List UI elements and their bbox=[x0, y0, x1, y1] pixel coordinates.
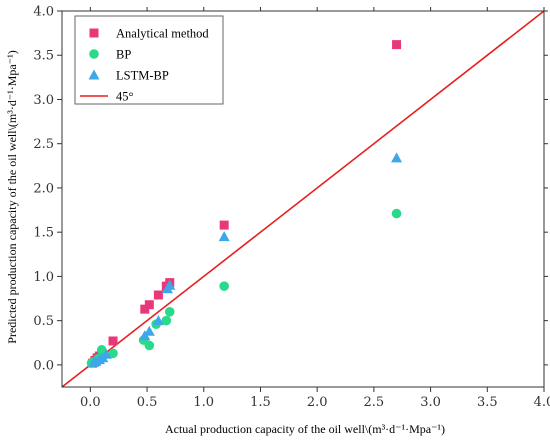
legend-label-analytical-method: Analytical method bbox=[116, 27, 209, 41]
y-axis-title: Predicted production capacity of the oil… bbox=[5, 50, 19, 343]
x-tick-label: 0.5 bbox=[137, 395, 158, 410]
legend-label-lstm-bp: LSTM-BP bbox=[116, 69, 169, 83]
y-tick-label: 4.0 bbox=[33, 5, 54, 20]
legend-box bbox=[74, 15, 224, 105]
point-bp-11 bbox=[391, 208, 402, 219]
x-tick-label: 3.5 bbox=[477, 395, 498, 410]
series-line-45-degree bbox=[61, 10, 545, 388]
legend-label-45-degree: 45° bbox=[116, 90, 134, 104]
y-tick-label: 3.0 bbox=[33, 93, 54, 108]
x-tick-label: 0.0 bbox=[80, 395, 101, 410]
legend: Analytical method BP LSTM-BP 45° bbox=[74, 15, 224, 105]
legend-label-bp: BP bbox=[116, 48, 131, 62]
x-tick-label: 2.0 bbox=[307, 395, 328, 410]
point-lstm-bp-6 bbox=[143, 325, 155, 336]
y-tick-label: 2.0 bbox=[33, 181, 54, 196]
x-tick-label: 3.0 bbox=[420, 395, 441, 410]
point-bp-8 bbox=[161, 315, 172, 326]
point-bp-3 bbox=[96, 345, 107, 355]
y-tick-label: 0.5 bbox=[33, 314, 54, 329]
y-tick-label: 3.5 bbox=[33, 49, 54, 64]
point-analytical-method-6 bbox=[140, 304, 150, 314]
point-analytical-method-11 bbox=[219, 220, 229, 230]
point-lstm-bp-10 bbox=[218, 231, 230, 242]
x-tick-label: 1.5 bbox=[250, 395, 271, 410]
y-tick-label: 1.0 bbox=[33, 270, 54, 285]
legend-swatch-lstm-bp bbox=[88, 69, 100, 80]
point-analytical-method-12 bbox=[392, 40, 402, 50]
point-lstm-bp-9 bbox=[164, 279, 176, 290]
point-bp-4 bbox=[108, 348, 118, 359]
axes: 0.0 0.5 1.0 1.5 2.0 2.5 3.0 3.5 4.0 0.0 0.5 1.0 1.5 2… bbox=[33, 5, 550, 411]
y-tick-label: 0.0 bbox=[33, 358, 54, 373]
point-analytical-method-8 bbox=[153, 290, 163, 300]
x-tick-label: 4.0 bbox=[534, 395, 550, 410]
legend-swatch-bp bbox=[89, 49, 99, 59]
point-lstm-bp-4 bbox=[100, 348, 112, 359]
point-lstm-bp-11 bbox=[391, 152, 403, 163]
y-tick-label: 2.5 bbox=[33, 137, 54, 152]
legend-swatch-analytical-method bbox=[89, 28, 99, 38]
point-bp-10 bbox=[219, 281, 229, 291]
point-analytical-method-5 bbox=[108, 336, 118, 346]
point-lstm-bp-7 bbox=[152, 315, 164, 326]
plot-area bbox=[61, 10, 545, 388]
plot-frame bbox=[61, 10, 545, 388]
point-analytical-method-7 bbox=[144, 300, 154, 310]
x-tick-label: 1.0 bbox=[193, 395, 214, 410]
x-tick-label: 2.5 bbox=[364, 395, 385, 410]
point-bp-9 bbox=[164, 307, 175, 317]
point-bp-6 bbox=[144, 340, 155, 351]
y-tick-label: 1.5 bbox=[33, 226, 54, 241]
x-axis-title: Actual production capacity of the oil we… bbox=[165, 422, 445, 436]
